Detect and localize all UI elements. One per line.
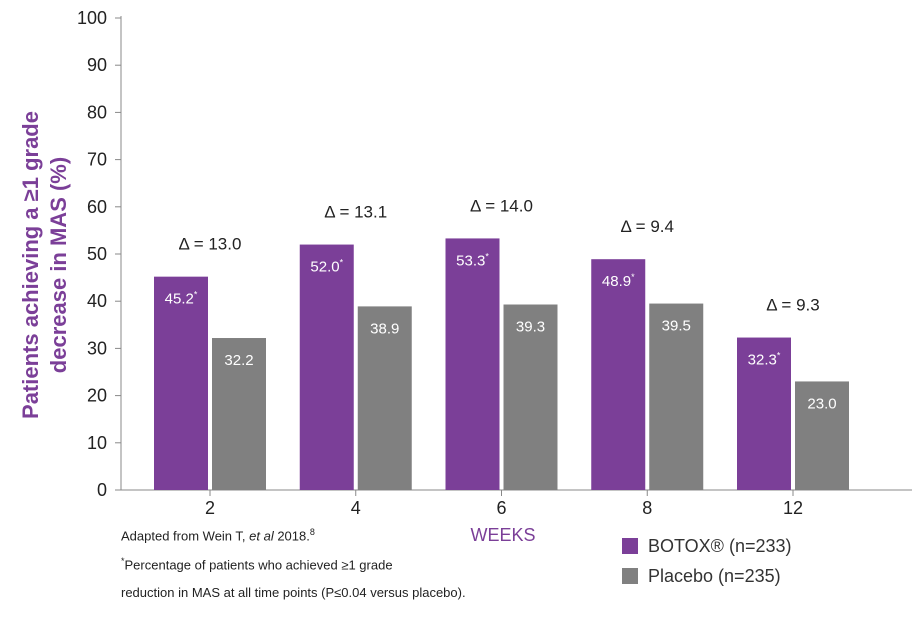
x-axis-title: WEEKS: [470, 525, 535, 545]
y-axis-title-line1: Patients achieving a ≥1 grade: [18, 111, 43, 419]
x-tick-label: 12: [783, 498, 803, 518]
bar-botox-week-2: [154, 276, 208, 490]
bar-value-label: 32.2: [224, 352, 253, 369]
bar-value-label: 53.3*: [456, 251, 489, 269]
bar-value-text: 32.3: [748, 352, 777, 369]
y-axis-title-line2: decrease in MAS (%): [46, 157, 71, 373]
data-labels: 45.2*32.2Δ = 13.052.0*38.9Δ = 13.153.3*3…: [165, 196, 837, 412]
bar-value-label: 38.9: [370, 320, 399, 337]
footnote-text-2: reduction in MAS at all time points (P≤0…: [121, 585, 466, 600]
significance-marker: *: [485, 251, 489, 261]
delta-label: Δ = 13.1: [324, 203, 387, 222]
bar-placebo-week-12: [795, 381, 849, 490]
bar-botox-week-12: [737, 337, 791, 490]
bar-value-label: 23.0: [807, 395, 836, 412]
source-italic: et al: [249, 528, 274, 544]
bar-value-label: 52.0*: [310, 258, 343, 276]
bar-value-text: 45.2: [165, 291, 194, 308]
legend-swatch-botox: [622, 538, 638, 554]
bar-placebo-week-6: [503, 304, 558, 490]
legend: BOTOX® (n=233) Placebo (n=235): [622, 531, 792, 591]
source-prefix: Adapted from Wein T,: [121, 528, 250, 544]
y-tick-label: 10: [87, 433, 107, 453]
bar-placebo-week-2: [212, 338, 266, 490]
x-tick-label: 8: [642, 498, 652, 518]
bar-value-label: 39.3: [516, 319, 545, 336]
legend-swatch-placebo: [622, 568, 638, 584]
bar-value-label: 32.3*: [748, 351, 781, 369]
y-tick-label: 40: [87, 291, 107, 311]
y-tick-label: 30: [87, 338, 107, 358]
legend-item-botox: BOTOX® (n=233): [622, 531, 792, 561]
bar-value-label: 45.2*: [165, 290, 198, 308]
y-tick-label: 0: [97, 480, 107, 500]
y-tick-label: 20: [87, 386, 107, 406]
bar-value-text: 52.0: [310, 259, 339, 276]
x-tick-label: 4: [351, 498, 361, 518]
bar-value-text: 23.0: [807, 395, 836, 412]
delta-label: Δ = 9.4: [621, 217, 674, 236]
bar-placebo-week-4: [357, 306, 412, 490]
significance-marker: *: [631, 272, 635, 282]
x-axis: 2 4 6 8 12: [121, 489, 912, 518]
y-tick-label: 50: [87, 244, 107, 264]
y-tick-label: 80: [87, 102, 107, 122]
source-reference: 8: [309, 527, 315, 537]
y-tick-label: 70: [87, 150, 107, 170]
bars: [154, 238, 849, 490]
bar-value-label: 39.5: [662, 318, 691, 335]
legend-label-placebo: Placebo (n=235): [648, 565, 781, 586]
bar-placebo-week-8: [649, 303, 704, 490]
source-citation: Adapted from Wein T, et al 2018.8: [121, 527, 315, 543]
significance-marker: *: [340, 258, 344, 268]
x-tick-label: 2: [205, 498, 215, 518]
y-tick-label: 100: [77, 8, 107, 28]
delta-label: Δ = 14.0: [470, 196, 533, 215]
legend-item-placebo: Placebo (n=235): [622, 561, 792, 591]
x-tick-label: 6: [496, 498, 506, 518]
footnote-line-2: reduction in MAS at all time points (P≤0…: [121, 585, 466, 600]
y-tick-label: 60: [87, 197, 107, 217]
bar-value-text: 39.5: [662, 318, 691, 335]
bar-value-text: 53.3: [456, 252, 485, 269]
delta-label: Δ = 9.3: [766, 296, 819, 315]
delta-label: Δ = 13.0: [179, 235, 242, 254]
bar-value-text: 38.9: [370, 320, 399, 337]
significance-marker: *: [777, 351, 781, 361]
significance-marker: *: [194, 290, 198, 300]
bar-value-label: 48.9*: [602, 272, 635, 290]
bar-value-text: 39.3: [516, 319, 545, 336]
legend-label-botox: BOTOX® (n=233): [648, 535, 792, 556]
y-axis: 0 10 20 30 40 50 60 70 80 90 100: [77, 8, 122, 500]
bar-value-text: 32.2: [224, 352, 253, 369]
source-suffix: 2018.: [273, 528, 310, 544]
bar-botox-week-4: [299, 244, 354, 490]
bar-botox-week-8: [591, 259, 646, 490]
y-tick-label: 90: [87, 55, 107, 75]
footnote-text-1: Percentage of patients who achieved ≥1 g…: [124, 557, 393, 573]
footnote-line-1: *Percentage of patients who achieved ≥1 …: [121, 556, 393, 572]
bar-botox-week-6: [445, 238, 500, 490]
bar-value-text: 48.9: [602, 273, 631, 290]
footnote-asterisk: *: [121, 556, 125, 566]
